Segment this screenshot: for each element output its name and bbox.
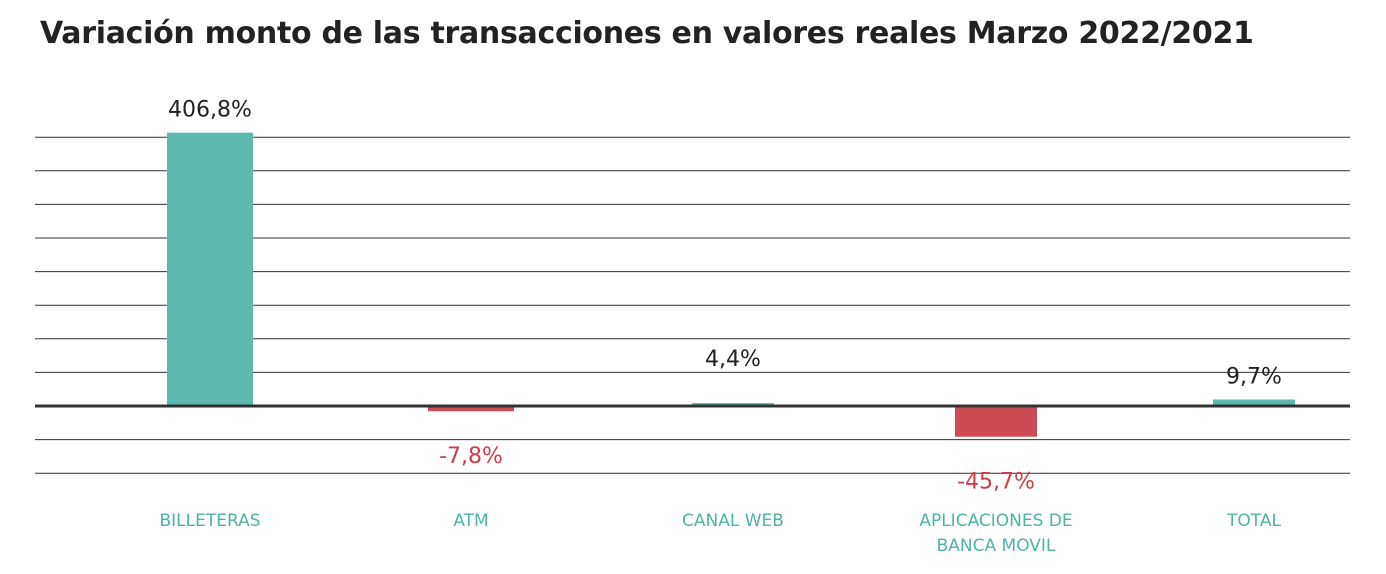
data-label: 4,4% (705, 347, 761, 372)
category-label: BILLETERAS (159, 511, 260, 531)
bars (167, 132, 1295, 437)
category-label: BANCA MOVIL (937, 536, 1056, 556)
value-labels: 406,8% -7,8% 4,4% -45,7% 9,7% (168, 98, 1282, 495)
data-label: -45,7% (957, 470, 1035, 495)
category-label: APLICACIONES DE (919, 511, 1072, 531)
data-label: 406,8% (168, 98, 252, 123)
bar (167, 132, 253, 406)
bar (1213, 399, 1295, 406)
chart-title: Variación monto de las transacciones en … (40, 16, 1254, 51)
data-label: 9,7% (1226, 364, 1282, 389)
category-label: ATM (453, 511, 488, 531)
category-labels: BILLETERAS ATM CANAL WEB APLICACIONES DE BAN… (159, 511, 1281, 556)
bar (428, 406, 514, 412)
category-label: CANAL WEB (682, 511, 784, 531)
category-label: TOTAL (1226, 511, 1281, 531)
data-label: -7,8% (439, 444, 503, 469)
bar (955, 406, 1037, 437)
gridlines (35, 136, 1350, 474)
